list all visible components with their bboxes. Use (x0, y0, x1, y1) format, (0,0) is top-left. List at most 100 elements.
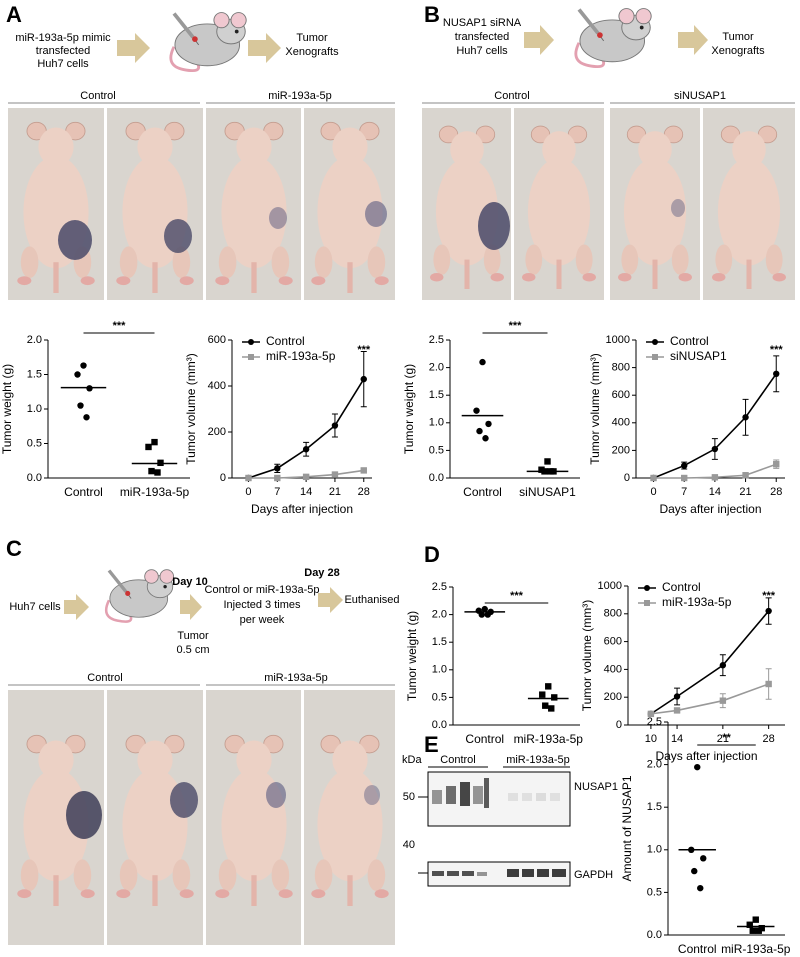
tumor (266, 782, 286, 808)
scheme-text: miR-193a-5p mimic (15, 32, 111, 44)
y-axis-label: Tumor weight (g) (0, 364, 14, 454)
y-tick-label: 200 (604, 691, 622, 703)
tumor (66, 791, 102, 839)
mouse-cartoon (104, 567, 176, 624)
significance: ** (722, 732, 731, 744)
band (484, 778, 489, 808)
annotation: *** (357, 344, 371, 356)
band (447, 871, 459, 876)
marker-label: 50 (403, 791, 415, 803)
legend-label: miR-193a-5p (662, 595, 732, 609)
x-tick-label: 10 (645, 733, 657, 745)
y-tick-label: 2.0 (27, 334, 42, 346)
data-point (481, 605, 488, 613)
band (477, 872, 487, 876)
x-tick-label: siNUSAP1 (519, 485, 576, 499)
y-tick-label: 0.0 (647, 929, 662, 941)
data-point (545, 683, 552, 690)
y-tick-label: 2.0 (429, 362, 444, 374)
scheme-text: Huh7 cells (9, 601, 61, 613)
annotation: *** (762, 590, 776, 602)
y-tick-label: 2.5 (432, 581, 447, 593)
data-point (485, 420, 492, 428)
x-tick-label: Control (465, 732, 504, 746)
y-tick-label: 0.0 (27, 472, 42, 484)
data-point (719, 697, 727, 704)
scheme-text: Control or miR-193a-5p (205, 584, 320, 596)
data-point (673, 693, 681, 700)
legend-marker (652, 339, 658, 345)
band-label: GAPDH (574, 869, 613, 881)
data-point (694, 763, 701, 771)
data-point (765, 680, 772, 688)
data-point (719, 662, 727, 669)
data-point (673, 707, 681, 714)
scheme-a: miR-193a-5p mimic transfected Huh7 cells… (15, 10, 339, 73)
blot-bands (432, 778, 566, 877)
scheme-text: Day 10 (172, 576, 207, 588)
y-tick-label: 0.5 (27, 437, 42, 449)
tumor (170, 782, 198, 818)
y-tick-label: 0 (616, 719, 622, 731)
y-tick-label: 1.0 (27, 403, 42, 415)
marker-label: 40 (403, 839, 415, 851)
group-label: siNUSAP1 (674, 90, 726, 102)
x-tick-label: 14 (709, 486, 721, 498)
legend-marker (644, 585, 650, 591)
arrow (678, 25, 708, 55)
data-point (479, 358, 486, 366)
arrow (524, 25, 554, 55)
series-line (650, 683, 769, 715)
y-tick-label: 0.5 (432, 691, 447, 703)
y-tick-label: 400 (604, 663, 622, 675)
scheme-text: per week (240, 614, 285, 626)
y-tick-label: 2.0 (647, 759, 662, 771)
band (432, 871, 444, 876)
data-point (360, 467, 367, 474)
band (460, 782, 470, 806)
scheme-text: Huh7 cells (456, 45, 508, 57)
data-point (773, 370, 780, 378)
blot-unit: kDa (402, 754, 422, 766)
band (507, 869, 519, 877)
data-point (681, 474, 688, 482)
y-tick-label: 1000 (606, 334, 630, 346)
tumor (364, 785, 380, 805)
data-point (360, 375, 367, 383)
scheme-text: Tumor (177, 630, 209, 642)
band (522, 793, 532, 801)
data-point (746, 921, 753, 928)
band (536, 793, 546, 801)
panel-label: E (424, 732, 439, 757)
scheme-text: NUSAP1 siRNA (443, 17, 522, 29)
group-label: Control (80, 90, 115, 102)
group-label: Control (87, 672, 122, 684)
photos-b (422, 108, 795, 300)
photo-headers: Control miR-193a-5p Control siNUSAP1 Con… (8, 90, 795, 686)
y-tick-label: 1.0 (647, 844, 662, 856)
scheme-text: Euthanised (344, 594, 399, 606)
data-point (145, 443, 152, 451)
x-tick-label: 21 (329, 486, 341, 498)
data-point (245, 474, 252, 482)
data-point (80, 362, 87, 369)
y-axis-label: Tumor volume (mm³) (588, 353, 602, 465)
data-point (749, 927, 756, 934)
data-point (302, 473, 310, 481)
y-tick-label: 800 (612, 362, 630, 374)
x-tick-label: miR-193a-5p (120, 485, 190, 499)
legend-label: Control (266, 334, 305, 348)
data-point (755, 927, 762, 934)
data-point (697, 884, 704, 892)
scheme-text: Tumor (296, 32, 328, 44)
y-tick-label: 1.5 (432, 636, 447, 648)
significance: *** (509, 320, 523, 332)
y-tick-label: 0.5 (429, 444, 444, 456)
data-point (765, 607, 772, 615)
panel-label: B (424, 2, 440, 27)
tumor (58, 220, 92, 260)
data-point (700, 855, 707, 862)
band (537, 869, 549, 877)
mouse-cartoon (573, 6, 654, 69)
y-tick-label: 0.0 (432, 719, 447, 731)
